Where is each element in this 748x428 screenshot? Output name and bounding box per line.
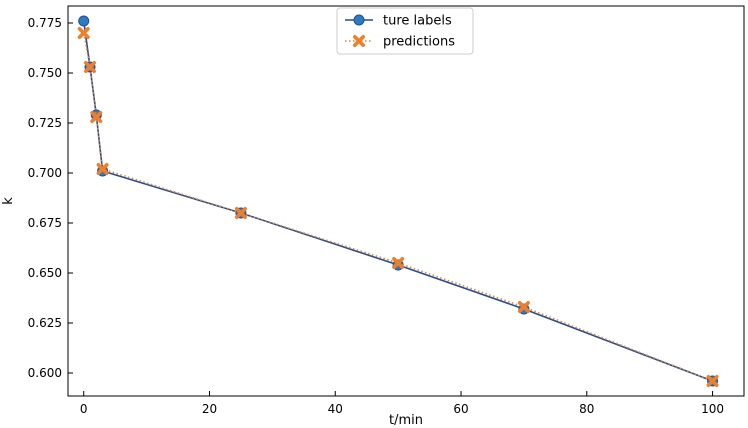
x-tick-label: 40 xyxy=(328,402,343,416)
series-1 xyxy=(77,26,719,388)
y-tick-label: 0.700 xyxy=(28,166,62,180)
legend: ture labels predictions xyxy=(336,7,474,55)
data-point xyxy=(352,34,366,48)
data-point xyxy=(84,60,97,73)
data-point xyxy=(96,163,109,175)
x-axis-ticks: 0 20 40 60 80 100 xyxy=(80,391,724,416)
x-tick-label: 20 xyxy=(202,402,217,416)
data-point xyxy=(353,14,365,26)
series-layer xyxy=(77,15,719,388)
y-tick-label: 0.675 xyxy=(28,216,62,230)
series-line xyxy=(82,20,713,382)
data-point xyxy=(78,15,90,27)
y-tick-label: 0.625 xyxy=(28,316,62,330)
y-axis-label: k xyxy=(1,197,16,205)
data-point xyxy=(77,26,90,40)
x-axis-label: t/min xyxy=(389,413,423,428)
y-tick-label: 0.650 xyxy=(28,266,62,280)
data-point xyxy=(706,374,719,388)
data-point xyxy=(392,256,405,270)
legend-label: ture labels xyxy=(383,14,452,29)
y-tick-label: 0.775 xyxy=(28,16,62,30)
x-tick-label: 0 xyxy=(80,402,88,416)
x-tick-label: 60 xyxy=(453,402,468,416)
legend-label: predictions xyxy=(383,35,455,50)
plot-area xyxy=(67,5,745,397)
data-point xyxy=(234,207,247,219)
y-tick-label: 0.750 xyxy=(28,66,62,80)
x-tick-label: 100 xyxy=(701,402,724,416)
data-point xyxy=(90,111,103,123)
y-tick-label: 0.725 xyxy=(28,116,62,130)
x-tick-label: 80 xyxy=(579,402,594,416)
legend-item: predictions xyxy=(345,35,455,50)
y-tick-label: 0.600 xyxy=(28,366,62,380)
y-axis-ticks: 0.600 0.625 0.650 0.675 0.700 0.725 0.750 0.775 xyxy=(28,16,73,380)
data-point xyxy=(517,300,530,314)
legend-item: ture labels xyxy=(345,14,452,29)
